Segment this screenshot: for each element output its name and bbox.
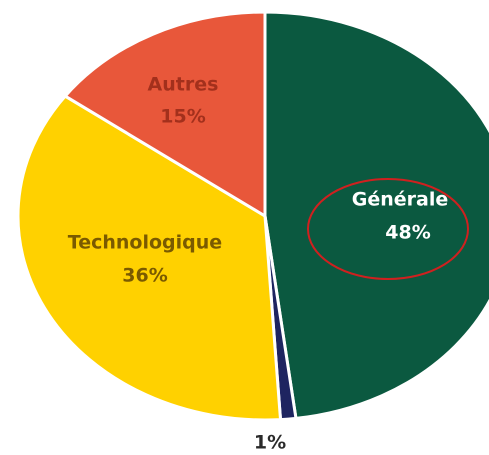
value-label: 15%: [160, 106, 205, 128]
highlight-circle: [307, 178, 469, 280]
slice-label: Générale: [352, 189, 448, 211]
pie-slice: [263, 10, 489, 421]
value-label: 36%: [122, 265, 167, 287]
value-label: 48%: [385, 222, 430, 244]
labels: Générale 48% 1% Technologique 36% Autres 15%: [68, 74, 448, 454]
pie-slice: [16, 94, 283, 422]
slice-label: Autres: [148, 74, 219, 96]
value-label: 1%: [254, 432, 286, 454]
slice-label: Technologique: [68, 232, 222, 254]
pie-slice: [62, 10, 267, 219]
pie: [16, 10, 489, 422]
